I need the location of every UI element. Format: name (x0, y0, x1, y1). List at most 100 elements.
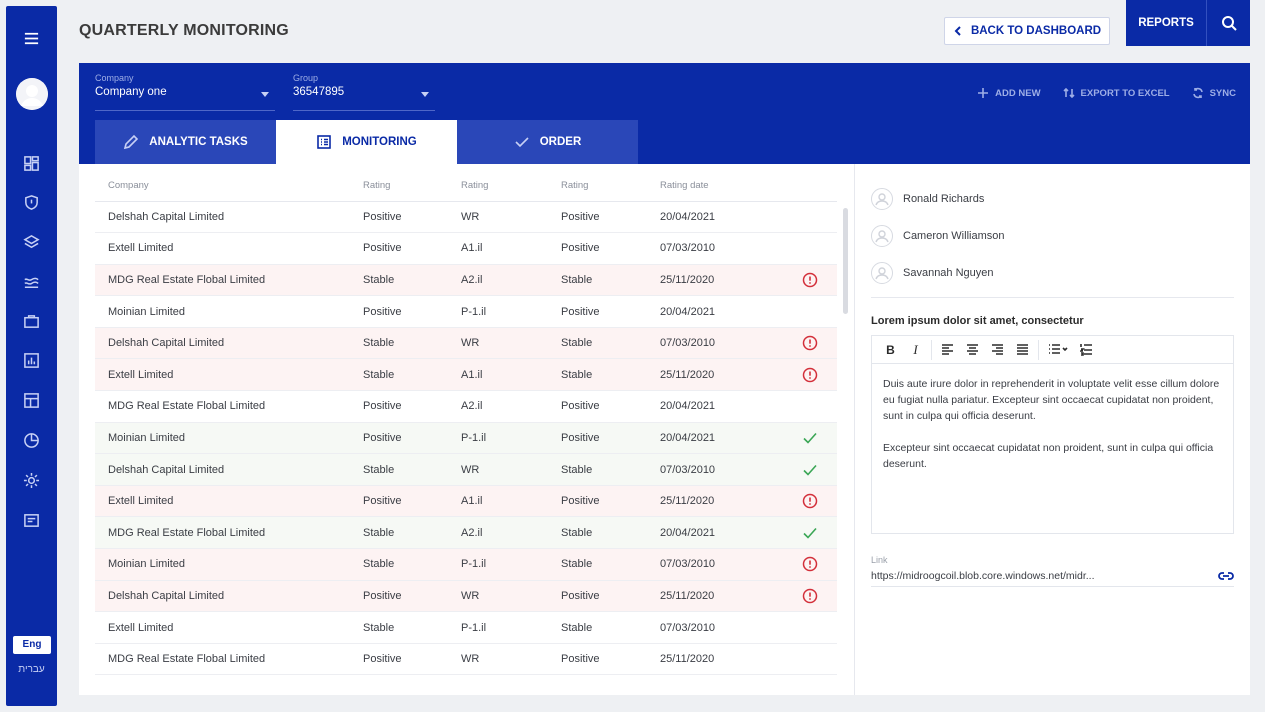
table-row[interactable]: Delshah Capital Limited Stable WR Stable 07/… (95, 327, 837, 360)
language-english[interactable]: Eng (13, 636, 51, 654)
table-row[interactable]: Delshah Capital Limited Stable WR Stable 07/… (95, 453, 837, 486)
align-left-icon[interactable] (935, 338, 960, 362)
people-list: Ronald Richards Cameron Williamson Savan… (871, 180, 1234, 291)
column-header-rating-date[interactable]: Rating date (660, 170, 782, 202)
table-row[interactable]: Delshah Capital Limited Positive WR Positiv… (95, 201, 837, 234)
company-cell: MDG Real Estate Flobal Limited (95, 643, 363, 676)
table-row[interactable]: MDG Real Estate Flobal Limited Stable A2.i… (95, 516, 837, 550)
language-hebrew[interactable]: עברית (18, 664, 45, 675)
table-row[interactable]: Moinian Limited Positive P-1.il Positive 20/… (95, 422, 837, 455)
bold-icon[interactable]: B (886, 342, 895, 357)
rich-text-editor[interactable]: B I Duis aute irure dolor in reprehender… (871, 335, 1234, 534)
rating-cell: Stable (363, 548, 461, 581)
column-header-company[interactable]: Company (95, 170, 363, 202)
avatar[interactable] (16, 78, 48, 110)
rating-date-cell: 20/04/2021 (660, 201, 782, 234)
rating-cell: Positive (561, 390, 660, 423)
waves-icon[interactable] (6, 270, 57, 294)
column-header-rating[interactable]: Rating (363, 170, 461, 202)
editor-content[interactable]: Duis aute irure dolor in reprehenderit i… (872, 364, 1233, 484)
table-row[interactable]: Extell Limited Stable P-1.il Stable 07/03/20… (95, 611, 837, 644)
rating-date-cell: 07/03/2010 (660, 232, 782, 265)
table-row[interactable]: Extell Limited Stable A1.il Stable 25/11/202… (95, 358, 837, 392)
back-to-dashboard-button[interactable]: BACK TO DASHBOARD (944, 17, 1110, 45)
alert-circle-icon[interactable] (802, 335, 818, 351)
bar-chart-icon[interactable] (6, 348, 57, 372)
align-justify-icon[interactable] (1010, 338, 1035, 362)
link-value: https://midroogcoil.blob.core.windows.ne… (871, 569, 1095, 582)
align-right-icon[interactable] (985, 338, 1010, 362)
table-row[interactable]: Moinian Limited Stable P-1.il Stable 07/03/2… (95, 548, 837, 581)
table-row[interactable]: MDG Real Estate Flobal Limited Positive WR… (95, 643, 837, 676)
link-icon[interactable] (1218, 568, 1234, 584)
company-cell: MDG Real Estate Flobal Limited (95, 390, 363, 423)
table-row[interactable]: Extell Limited Positive A1.il Positive 07/03… (95, 232, 837, 265)
person-item[interactable]: Cameron Williamson (871, 217, 1234, 254)
company-cell: Delshah Capital Limited (95, 201, 363, 234)
column-header-status (782, 170, 837, 202)
link-field[interactable]: https://midroogcoil.blob.core.windows.ne… (871, 565, 1234, 587)
menu-icon[interactable] (6, 26, 57, 50)
italic-icon[interactable]: I (913, 341, 918, 357)
tab-monitoring[interactable]: MONITORING (276, 120, 457, 164)
add-new-button[interactable]: ADD NEW (977, 87, 1041, 99)
search-button[interactable] (1206, 0, 1250, 46)
sync-button[interactable]: SYNC (1192, 87, 1236, 99)
tab-order[interactable]: ORDER (457, 120, 638, 164)
align-center-icon[interactable] (960, 338, 985, 362)
panel-divider (854, 164, 855, 695)
rating-cell: Positive (363, 295, 461, 328)
toolbar-actions: ADD NEW EXPORT TO EXCEL SYNC (977, 87, 1236, 99)
tab-analytic-tasks[interactable]: ANALYTIC TASKS (95, 120, 276, 164)
reports-button[interactable]: REPORTS (1126, 0, 1206, 46)
settings-icon[interactable] (6, 468, 57, 492)
table-row[interactable]: Extell Limited Positive A1.il Positive 25/11… (95, 485, 837, 518)
person-item[interactable]: Savannah Nguyen (871, 254, 1234, 291)
company-select[interactable]: Company Company one (95, 73, 275, 111)
alert-circle-icon[interactable] (802, 367, 818, 383)
layers-icon[interactable] (6, 230, 57, 254)
table-row[interactable]: Delshah Capital Limited Positive WR Positiv… (95, 580, 837, 613)
alert-circle-icon[interactable] (802, 272, 818, 288)
table-row[interactable]: MDG Real Estate Flobal Limited Positive A2… (95, 390, 837, 423)
shield-icon[interactable] (6, 190, 57, 214)
layout-icon[interactable] (6, 388, 57, 412)
rating-cell: Stable (561, 264, 660, 297)
rating-cell: WR (461, 201, 561, 234)
table-row[interactable]: Moinian Limited Positive P-1.il Positive 20/… (95, 295, 837, 328)
alert-circle-icon[interactable] (802, 493, 818, 509)
bullet-list-icon[interactable] (1042, 338, 1074, 362)
rating-cell: Stable (561, 453, 660, 486)
company-select-value: Company one (95, 86, 167, 98)
dashboard-icon[interactable] (6, 151, 57, 175)
table-row[interactable]: MDG Real Estate Flobal Limited Stable A2.i… (95, 264, 837, 297)
status-cell (782, 643, 837, 676)
page-title: QUARTERLY MONITORING (79, 22, 289, 39)
chevron-left-icon (954, 26, 961, 36)
pie-chart-icon[interactable] (6, 428, 57, 452)
numbered-list-icon[interactable] (1074, 338, 1099, 362)
briefcase-icon[interactable] (6, 309, 57, 333)
rating-cell: A1.il (461, 232, 561, 265)
alert-circle-icon[interactable] (802, 588, 818, 604)
rating-cell: Stable (363, 264, 461, 297)
export-to-excel-button[interactable]: EXPORT TO EXCEL (1062, 87, 1170, 99)
status-cell (782, 580, 837, 613)
status-cell (782, 295, 837, 328)
column-header-rating[interactable]: Rating (461, 170, 561, 202)
card-icon[interactable] (6, 508, 57, 532)
alert-circle-icon[interactable] (802, 556, 818, 572)
rating-cell: Positive (561, 422, 660, 455)
rating-cell: Positive (363, 485, 461, 518)
search-icon (1221, 16, 1237, 31)
column-header-rating[interactable]: Rating (561, 170, 660, 202)
person-item[interactable]: Ronald Richards (871, 180, 1234, 217)
tab-label: ORDER (539, 136, 582, 148)
rating-cell: Stable (561, 516, 660, 550)
group-select[interactable]: Group 36547895 (293, 73, 435, 111)
table-scrollbar[interactable] (843, 208, 848, 314)
company-cell: Extell Limited (95, 611, 363, 644)
rating-cell: Positive (363, 422, 461, 455)
editor-paragraph: Duis aute irure dolor in reprehenderit i… (883, 378, 1220, 422)
rating-cell: Stable (363, 327, 461, 360)
